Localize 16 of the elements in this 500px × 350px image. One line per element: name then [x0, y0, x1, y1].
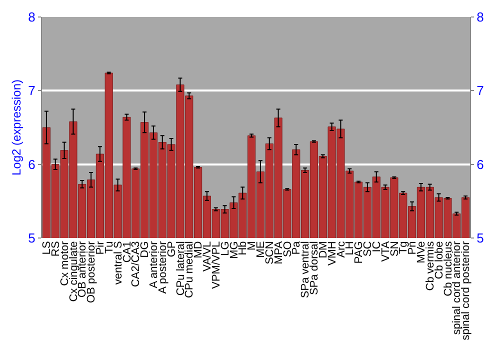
y-axis-title: Log2 (expression)	[9, 79, 24, 176]
x-tick-label: RS	[50, 241, 62, 256]
y2-tick-label: 5	[476, 230, 484, 246]
x-tick-label: Tg	[398, 241, 410, 254]
x-tick-label: Cb lobe	[433, 241, 446, 280]
x-tick-label: spinal cord posterior	[460, 240, 472, 340]
y-tick-label: 7	[28, 83, 36, 98]
x-tick-label: OB posterior	[86, 240, 98, 303]
x-tick-label: SCN	[264, 241, 276, 264]
y2-tick-label: 6	[476, 156, 484, 172]
x-tick-label: IC	[370, 241, 383, 252]
y2-tick-label: 8	[476, 10, 484, 25]
y-tick-label: 5	[28, 230, 36, 246]
y-tick-label: 8	[28, 10, 36, 25]
y-tick-label: 6	[28, 156, 36, 172]
y2-tick-label: 7	[476, 83, 484, 98]
